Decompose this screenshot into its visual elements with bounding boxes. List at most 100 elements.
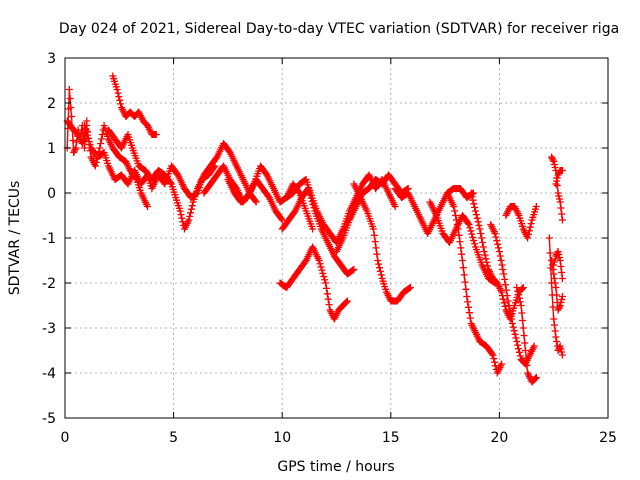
data-point <box>92 158 100 166</box>
data-point <box>70 149 78 156</box>
data-point <box>526 223 534 231</box>
data-point <box>476 225 484 233</box>
data-point <box>325 301 333 309</box>
data-point <box>252 198 260 206</box>
data-point <box>91 162 99 170</box>
data-point <box>524 234 532 242</box>
data-point <box>548 155 556 162</box>
data-point <box>558 293 566 300</box>
data-point <box>371 238 379 246</box>
data-point <box>550 321 558 329</box>
data-point <box>550 270 558 278</box>
data-point <box>466 314 474 322</box>
data-point <box>188 202 196 210</box>
data-point <box>508 320 516 327</box>
data-point <box>80 132 88 140</box>
data-point <box>115 93 123 101</box>
data-point <box>556 198 564 206</box>
data-point <box>553 338 561 345</box>
data-point <box>532 374 540 381</box>
data-point <box>557 263 565 270</box>
series-trace-15 <box>443 189 506 377</box>
data-point <box>472 211 480 219</box>
data-point <box>558 296 566 303</box>
data-point <box>317 263 325 271</box>
data-point <box>501 275 509 283</box>
data-point <box>505 302 513 309</box>
data-point <box>495 244 503 252</box>
data-point <box>488 350 496 358</box>
data-point <box>84 134 92 142</box>
data-point <box>81 122 89 129</box>
data-point <box>68 113 76 120</box>
data-point <box>498 360 506 368</box>
data-point <box>185 216 193 224</box>
data-point <box>463 293 471 300</box>
data-point <box>555 192 563 200</box>
data-point <box>467 227 475 235</box>
data-point <box>527 220 535 228</box>
data-point <box>494 240 502 248</box>
data-point <box>558 348 566 356</box>
data-point <box>550 261 558 269</box>
data-point <box>523 362 531 369</box>
data-point <box>482 255 490 263</box>
data-point <box>376 264 384 272</box>
data-point <box>406 284 414 291</box>
series-trace-4 <box>109 72 160 138</box>
y-tick-label: 2 <box>47 96 56 112</box>
data-point <box>391 203 399 210</box>
data-point <box>456 238 464 246</box>
data-point <box>457 244 465 252</box>
data-point <box>504 297 512 305</box>
data-point <box>532 203 540 210</box>
y-tick-label: -5 <box>42 411 56 427</box>
series-trace-18 <box>502 203 540 242</box>
x-tick-label: 5 <box>169 430 178 446</box>
y-axis-label: SDTVAR / TECUs <box>7 181 23 296</box>
y-tick-label: -4 <box>42 366 56 382</box>
data-point <box>558 167 566 174</box>
data-point <box>186 212 194 220</box>
data-point <box>372 244 380 252</box>
data-point <box>114 89 122 97</box>
data-point <box>468 193 476 201</box>
data-point <box>458 257 466 264</box>
data-point <box>550 161 558 168</box>
data-point <box>116 96 124 104</box>
data-point <box>479 243 487 251</box>
data-point <box>516 352 524 360</box>
data-point <box>85 138 93 146</box>
data-point <box>277 215 285 223</box>
data-point <box>552 333 560 341</box>
data-point <box>501 302 509 310</box>
data-point <box>496 252 504 260</box>
data-point <box>459 264 467 272</box>
data-point <box>515 291 523 299</box>
data-point <box>370 231 378 239</box>
data-point <box>514 287 522 295</box>
data-point <box>468 230 476 238</box>
data-point <box>556 302 564 309</box>
data-point <box>373 250 381 258</box>
data-point <box>65 86 73 93</box>
data-point <box>454 225 462 233</box>
data-point <box>554 306 562 314</box>
data-point <box>323 284 331 292</box>
data-point <box>81 125 89 133</box>
data-point <box>70 147 78 155</box>
data-point <box>493 237 501 245</box>
data-point <box>79 136 87 144</box>
data-point <box>516 298 524 306</box>
data-point <box>554 171 562 179</box>
data-point <box>497 257 505 264</box>
data-point <box>97 135 105 143</box>
data-point <box>453 221 461 228</box>
data-point <box>500 270 508 278</box>
series-trace-24 <box>552 167 566 188</box>
data-point <box>483 258 491 266</box>
data-point <box>553 177 561 185</box>
data-point <box>309 225 317 233</box>
data-point <box>464 219 472 227</box>
